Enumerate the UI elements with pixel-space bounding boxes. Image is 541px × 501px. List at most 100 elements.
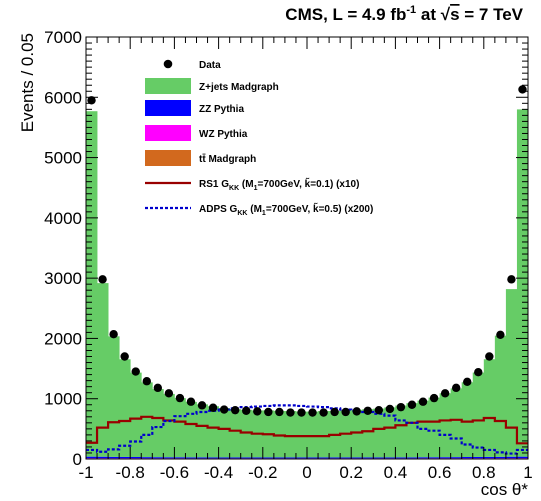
legend-item-data: Data xyxy=(163,59,221,71)
data-point xyxy=(120,352,129,361)
bar-z-jets-madgraph xyxy=(229,409,242,458)
y-tick-label: 5000 xyxy=(44,149,82,168)
x-tick-label: -0.6 xyxy=(160,463,189,482)
x-tick-label: -0.4 xyxy=(204,463,233,482)
bar-z-jets-madgraph xyxy=(130,372,142,458)
bar-zz-pythia xyxy=(307,457,319,459)
bar-zz-pythia xyxy=(97,456,109,459)
legend-label: Z+jets Madgraph xyxy=(199,82,279,93)
data-point xyxy=(230,405,240,415)
data-point xyxy=(363,406,372,415)
chart-title-text: CMS, L = 4.9 fb-1 at √s = 7 TeV xyxy=(285,4,523,24)
bar-zz-pythia xyxy=(351,457,363,459)
x-tick-label: 0.4 xyxy=(384,463,408,482)
bar-z-jets-madgraph xyxy=(384,407,396,458)
data-point xyxy=(396,402,406,412)
bar-zz-pythia xyxy=(163,457,175,459)
data-point xyxy=(219,405,229,414)
bar-z-jets-madgraph xyxy=(174,398,186,458)
legend-swatch xyxy=(145,100,191,116)
title-sqrt-arg: s xyxy=(450,5,459,24)
bar-zz-pythia xyxy=(362,457,374,459)
y-tick-label: 3000 xyxy=(44,269,82,288)
legend-label: ZZ Pythia xyxy=(199,104,244,115)
title-mid: at xyxy=(416,5,441,24)
legend-label-part: =700GeV, k̃=0.5) (x200) xyxy=(266,202,374,215)
bar-z-jets-madgraph xyxy=(163,393,175,458)
bar-z-jets-madgraph xyxy=(472,372,485,457)
bar-z-jets-madgraph xyxy=(494,335,507,457)
bar-z-jets-madgraph xyxy=(185,401,197,458)
legend-item-wz-pythia: WZ Pythia xyxy=(145,125,248,141)
bar-z-jets-madgraph xyxy=(97,283,109,457)
bar-zz-pythia xyxy=(108,456,120,459)
bar-zz-pythia xyxy=(439,457,452,459)
bar-zz-pythia xyxy=(516,456,529,459)
rs1-gkk-line xyxy=(86,415,528,445)
legend-label-part: KK xyxy=(229,185,239,192)
legend-marker xyxy=(163,59,173,69)
bar-zz-pythia xyxy=(207,457,219,459)
legend-label-part: 1 xyxy=(254,185,258,192)
legend-label: RS1 GKK (M1=700GeV, k̃=0.1) (x10) xyxy=(199,177,359,192)
bar-z-jets-madgraph xyxy=(218,408,231,458)
data-point xyxy=(186,397,196,406)
data-point xyxy=(275,407,284,417)
data-point xyxy=(407,400,417,409)
bar-zz-pythia xyxy=(218,457,231,459)
title-tail: = 7 TeV xyxy=(460,5,524,24)
bar-z-jets-madgraph xyxy=(196,404,208,458)
bar-z-jets-madgraph xyxy=(318,411,330,458)
bar-zz-pythia xyxy=(450,457,463,459)
bar-z-jets-madgraph xyxy=(516,109,529,457)
legend-item-rs1-g-kk-m-1-700gev-k-0-1-x10: RS1 GKK (M1=700GeV, k̃=0.1) (x10) xyxy=(145,177,359,192)
bar-z-jets-madgraph xyxy=(505,289,518,457)
data-point xyxy=(440,389,450,398)
data-point xyxy=(352,407,361,416)
data-point xyxy=(98,275,107,284)
x-tick-label: -0.8 xyxy=(116,463,145,482)
data-point xyxy=(253,407,262,416)
bar-z-jets-madgraph xyxy=(362,409,374,458)
bar-zz-pythia xyxy=(340,457,352,459)
bar-z-jets-madgraph xyxy=(483,359,496,457)
adps-gkk-line xyxy=(86,404,528,455)
legend-swatch xyxy=(145,78,191,94)
legend-label-part: KK xyxy=(237,210,247,217)
legend-label-part: RS1 G xyxy=(199,179,229,190)
bar-z-jets-madgraph xyxy=(307,411,319,458)
x-tick-label: 0.8 xyxy=(472,463,496,482)
legend-swatch xyxy=(145,150,191,166)
bar-zz-pythia xyxy=(461,457,474,459)
data-point xyxy=(109,330,118,339)
bar-zz-pythia xyxy=(284,457,297,459)
legend-swatch xyxy=(145,125,191,141)
legend-label-part: (M xyxy=(239,179,253,190)
y-tick-label: 2000 xyxy=(44,329,82,348)
legend-item-z-jets-madgraph: Z+jets Madgraph xyxy=(145,78,279,94)
data-point xyxy=(175,393,185,403)
title-sqrt-sign: √ xyxy=(441,5,451,24)
bar-z-jets-madgraph xyxy=(119,359,131,457)
bar-z-jets-madgraph xyxy=(295,411,308,458)
y-axis-label: Events / 0.05 xyxy=(18,33,37,132)
legend-label: WZ Pythia xyxy=(199,129,248,140)
bar-zz-pythia xyxy=(395,457,407,459)
title-exp: -1 xyxy=(406,4,416,16)
bar-zz-pythia xyxy=(417,457,429,459)
bar-zz-pythia xyxy=(505,456,518,459)
data-point xyxy=(463,377,472,387)
data-point xyxy=(131,367,140,376)
bar-z-jets-madgraph xyxy=(395,405,407,458)
bar-zz-pythia xyxy=(494,456,507,459)
x-axis-label: cos θ* xyxy=(481,480,529,499)
bar-z-jets-madgraph xyxy=(152,389,164,458)
data-point xyxy=(308,408,317,417)
bar-z-jets-madgraph xyxy=(240,409,253,458)
data-point xyxy=(297,408,306,417)
legend-label: tt̄ Madgraph xyxy=(199,153,256,165)
data-point xyxy=(341,407,350,417)
x-tick-label: 1 xyxy=(523,463,532,482)
